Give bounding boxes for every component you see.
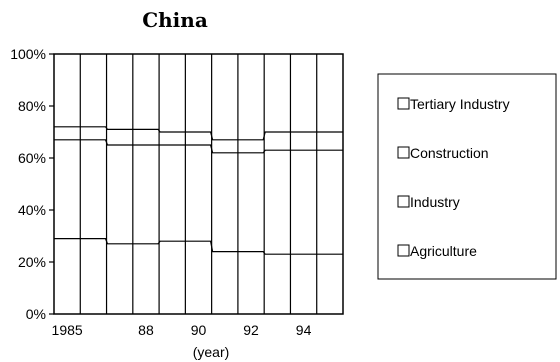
legend-swatch: [397, 97, 410, 110]
x-tick-label: 1985: [52, 322, 83, 338]
legend-swatch: [397, 244, 410, 257]
legend-swatch: [397, 195, 410, 208]
plot-area: [53, 53, 344, 315]
legend-label: Construction: [410, 145, 489, 161]
x-tick-label: 94: [296, 322, 312, 338]
y-tick-label: 40%: [18, 202, 46, 218]
plot-frame: [53, 53, 344, 315]
legend-swatch: [397, 146, 410, 159]
x-axis-label: (year): [193, 344, 230, 360]
y-tick-label: 20%: [18, 254, 46, 270]
y-tick-label: 80%: [18, 98, 46, 114]
y-tick-label: 100%: [10, 46, 46, 62]
x-tick-label: 92: [243, 322, 259, 338]
series-line-industry: [54, 139, 343, 154]
y-tick-label: 60%: [18, 150, 46, 166]
chart-title: China: [142, 8, 208, 32]
legend: Tertiary Industry Construction Industry Agr…: [377, 73, 557, 280]
y-tick-label: 0%: [26, 306, 46, 322]
legend-label: Industry: [410, 194, 460, 210]
series-line-construction: [54, 126, 343, 141]
y-axis: 0% 20% 40% 60% 80% 100%: [10, 46, 54, 322]
legend-label: Agriculture: [410, 243, 477, 259]
x-tick-label: 88: [138, 322, 154, 338]
x-axis: 1985 88 90 92 94: [52, 322, 312, 338]
legend-label: Tertiary Industry: [410, 96, 510, 112]
series-line-agriculture: [54, 238, 343, 255]
x-tick-label: 90: [191, 322, 207, 338]
